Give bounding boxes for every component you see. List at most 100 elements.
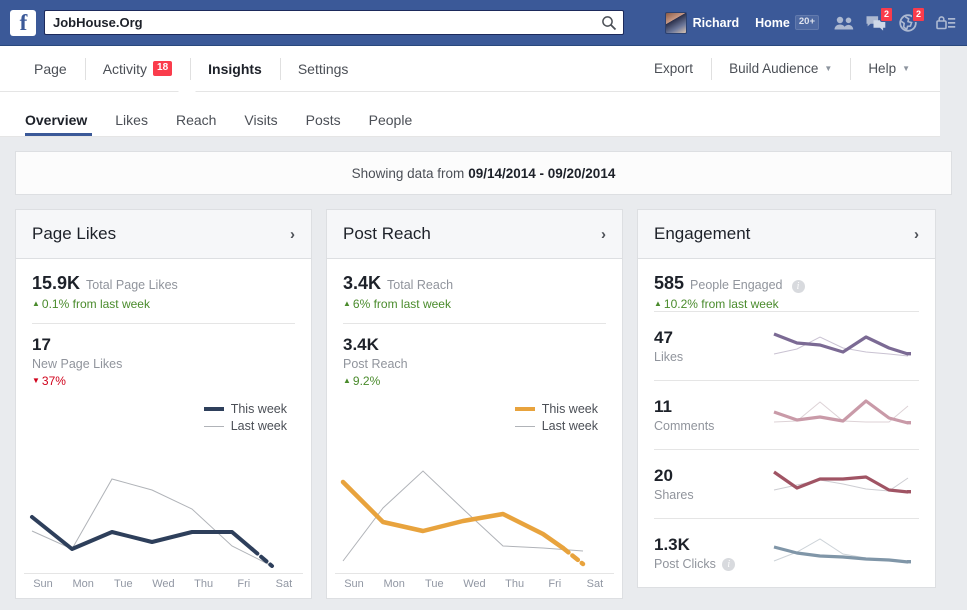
card-title: Engagement — [654, 224, 751, 243]
profile-chip[interactable]: Richard — [657, 9, 748, 37]
help-button[interactable]: Help ▼ — [850, 54, 928, 84]
post-reach-delta: ▲ 9.2% — [343, 374, 606, 388]
engagement-row-post-clicks[interactable]: 1.3K Post Clicks i — [654, 518, 919, 587]
page-nav-item-settings[interactable]: Settings — [279, 54, 367, 84]
page-nav-label: Settings — [297, 60, 349, 77]
home-label: Home — [755, 15, 790, 30]
triangle-up-icon: ▲ — [654, 299, 662, 308]
tab-people[interactable]: People — [355, 112, 427, 136]
series-last-week — [31, 478, 273, 567]
info-icon[interactable]: i — [722, 558, 736, 572]
sparkline-likes — [772, 323, 919, 368]
legend-label: Last week — [230, 419, 287, 434]
facebook-logo[interactable]: f — [10, 9, 36, 36]
card-title: Post Reach — [343, 224, 431, 243]
total-page-likes-value: 15.9K — [32, 273, 81, 293]
info-icon[interactable]: i — [791, 280, 805, 293]
date-range-banner[interactable]: Showing data from 09/14/2014 - 09/20/201… — [15, 151, 952, 195]
triangle-up-icon: ▲ — [343, 299, 351, 308]
tab-visits[interactable]: Visits — [230, 112, 291, 136]
legend-last-week: Last week — [203, 419, 287, 434]
search-box[interactable] — [44, 10, 624, 35]
post-clicks-label-text: Post Clicks — [654, 557, 716, 572]
x-axis-post-reach: Sun Mon Tue Wed Thu Fri Sat — [335, 573, 614, 598]
card-header-post-reach[interactable]: Post Reach › — [327, 210, 622, 259]
legend-label: This week — [230, 402, 287, 417]
card-header-engagement[interactable]: Engagement › — [638, 210, 935, 259]
export-button[interactable]: Export — [636, 54, 711, 84]
privacy-shortcuts-button[interactable] — [931, 9, 961, 37]
messages-icon — [866, 15, 886, 31]
card-post-reach: Post Reach › 3.4K Total Reach ▲ 6% from … — [326, 209, 623, 600]
home-link[interactable]: Home 20+ — [747, 11, 827, 33]
build-audience-button[interactable]: Build Audience ▼ — [711, 54, 850, 84]
page-likes-line-chart — [30, 478, 274, 569]
tab-label: Posts — [305, 112, 341, 128]
tab-posts[interactable]: Posts — [292, 112, 355, 136]
engagement-row-comments[interactable]: 11 Comments — [654, 380, 919, 449]
chevron-right-icon[interactable]: › — [914, 225, 919, 243]
avatar — [664, 11, 687, 34]
page-nav-item-insights[interactable]: Insights — [190, 54, 280, 84]
axis-tick: Wed — [463, 578, 486, 591]
help-label: Help — [868, 61, 897, 76]
notifications-badge: 2 — [911, 6, 925, 22]
post-reach-block: 3.4K Post Reach ▲ 9.2% — [343, 324, 606, 388]
card-body-post-reach: 3.4K Total Reach ▲ 6% from last week 3.4… — [327, 259, 622, 433]
delta-text: 9.2% — [352, 374, 381, 389]
tab-label: People — [368, 112, 413, 128]
triangle-up-icon: ▲ — [32, 299, 40, 308]
search-input[interactable] — [45, 11, 623, 34]
tab-reach[interactable]: Reach — [162, 112, 230, 136]
friends-icon — [834, 16, 854, 29]
card-body-page-likes: 15.9K Total Page Likes ▲ 0.1% from last … — [16, 259, 311, 433]
tab-likes[interactable]: Likes — [101, 112, 162, 136]
page-nav-item-page[interactable]: Page — [16, 54, 85, 84]
tab-overview[interactable]: Overview — [16, 112, 101, 136]
axis-tick: Sat — [586, 578, 604, 591]
series-this-week — [773, 399, 909, 425]
card-header-page-likes[interactable]: Page Likes › — [16, 210, 311, 259]
notifications-button[interactable]: 2 — [893, 6, 925, 37]
shares-label: Shares — [654, 488, 694, 503]
friend-requests-button[interactable] — [829, 9, 859, 37]
series-last-week — [342, 470, 584, 562]
export-label: Export — [654, 61, 694, 76]
delta-text: 37% — [41, 374, 66, 389]
engagement-text: 47 Likes — [654, 327, 772, 364]
page-nav-item-activity[interactable]: Activity 18 — [84, 54, 190, 84]
legend-label: This week — [541, 402, 598, 417]
messages-button[interactable]: 2 — [861, 6, 893, 37]
privacy-lock-icon — [936, 16, 956, 30]
activity-badge: 18 — [153, 61, 173, 76]
endpoint-marker — [907, 421, 911, 425]
chevron-right-icon[interactable]: › — [601, 225, 606, 243]
legend-this-week: This week — [203, 402, 287, 417]
chevron-down-icon: ▼ — [902, 64, 910, 73]
search-icon[interactable] — [601, 15, 617, 31]
chart-page-likes[interactable] — [16, 433, 311, 573]
axis-tick: Thu — [505, 578, 525, 591]
axis-tick: Mon — [72, 578, 94, 591]
series-this-week-projected — [250, 547, 274, 569]
engagement-row-shares[interactable]: 20 Shares — [654, 449, 919, 518]
triangle-up-icon: ▲ — [343, 376, 351, 386]
total-reach-value: 3.4K — [343, 273, 382, 293]
axis-tick: Wed — [152, 578, 175, 591]
legend-last-week: Last week — [514, 419, 598, 433]
likes-value: 47 — [654, 327, 673, 347]
date-banner-range: 09/14/2014 - 09/20/2014 — [468, 165, 616, 181]
card-title: Page Likes — [32, 224, 117, 243]
engagement-row-likes[interactable]: 47 Likes — [654, 311, 919, 380]
chevron-right-icon[interactable]: › — [290, 225, 295, 243]
comments-label: Comments — [654, 419, 715, 434]
sparkline-shares — [772, 461, 919, 506]
axis-tick: Mon — [383, 578, 405, 591]
divider — [32, 323, 295, 324]
page-nav-label: Insights — [208, 60, 262, 77]
chart-post-reach[interactable] — [327, 433, 622, 573]
post-clicks-label: Post Clicks i — [654, 557, 772, 572]
new-page-likes-label: New Page Likes — [32, 357, 123, 372]
total-reach-label: Total Reach — [387, 278, 454, 292]
sparkline-post-clicks — [772, 530, 919, 575]
